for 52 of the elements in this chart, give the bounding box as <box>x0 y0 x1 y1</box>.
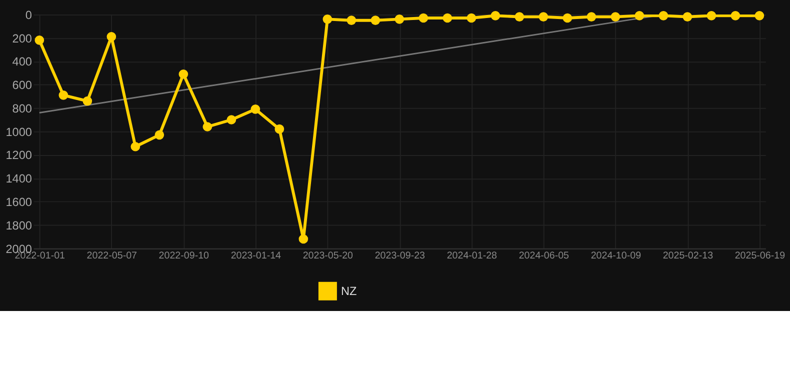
point <box>490 11 500 20</box>
y-tick-label: 1600 <box>6 196 32 210</box>
point <box>658 11 668 20</box>
point <box>682 12 692 22</box>
point <box>250 104 260 114</box>
x-tick-label: 2025-02-13 <box>662 250 714 262</box>
x-tick-label: 2024-01-28 <box>446 250 498 262</box>
x-tick-label: 2024-06-05 <box>518 250 570 262</box>
point <box>82 96 92 106</box>
point <box>754 11 764 20</box>
point <box>562 13 572 23</box>
point <box>706 11 716 20</box>
point <box>346 16 356 25</box>
x-tick-label: 2022-09-10 <box>158 250 210 262</box>
x-tick-label: 2023-05-20 <box>302 250 354 262</box>
point <box>634 11 644 20</box>
y-tick-label: 1800 <box>6 219 32 232</box>
point <box>586 12 596 22</box>
point <box>322 14 332 24</box>
point <box>202 122 212 132</box>
point <box>514 12 524 22</box>
point <box>178 69 188 79</box>
y-tick-label: 0 <box>25 8 32 22</box>
x-tick-label: 2023-01-14 <box>230 250 282 262</box>
point <box>610 12 620 22</box>
x-tick-label: 2025-06-19 <box>734 250 786 262</box>
point <box>34 36 44 45</box>
point <box>418 13 428 23</box>
point <box>298 234 308 244</box>
point <box>442 13 452 23</box>
x-tick-label: 2022-05-07 <box>86 250 138 262</box>
legend-label: NZ <box>340 285 357 298</box>
x-tick-label: 2023-09-23 <box>374 250 426 262</box>
point <box>274 124 284 134</box>
point <box>154 130 164 140</box>
y-tick-label: 600 <box>12 79 32 92</box>
point <box>226 115 236 124</box>
point <box>106 32 116 42</box>
y-tick-label: 400 <box>12 56 32 69</box>
point <box>58 90 68 100</box>
point <box>130 142 140 152</box>
point <box>730 11 740 20</box>
y-tick-label: 200 <box>12 32 32 46</box>
y-tick-label: 800 <box>12 102 32 116</box>
point <box>370 16 380 25</box>
y-tick-label: 1400 <box>6 172 32 186</box>
point <box>466 13 476 23</box>
point <box>538 12 548 22</box>
point <box>394 14 404 24</box>
y-tick-label: 1000 <box>6 126 32 139</box>
y-tick-label: 1200 <box>6 149 32 162</box>
x-tick-label: 2024-10-09 <box>590 250 642 262</box>
